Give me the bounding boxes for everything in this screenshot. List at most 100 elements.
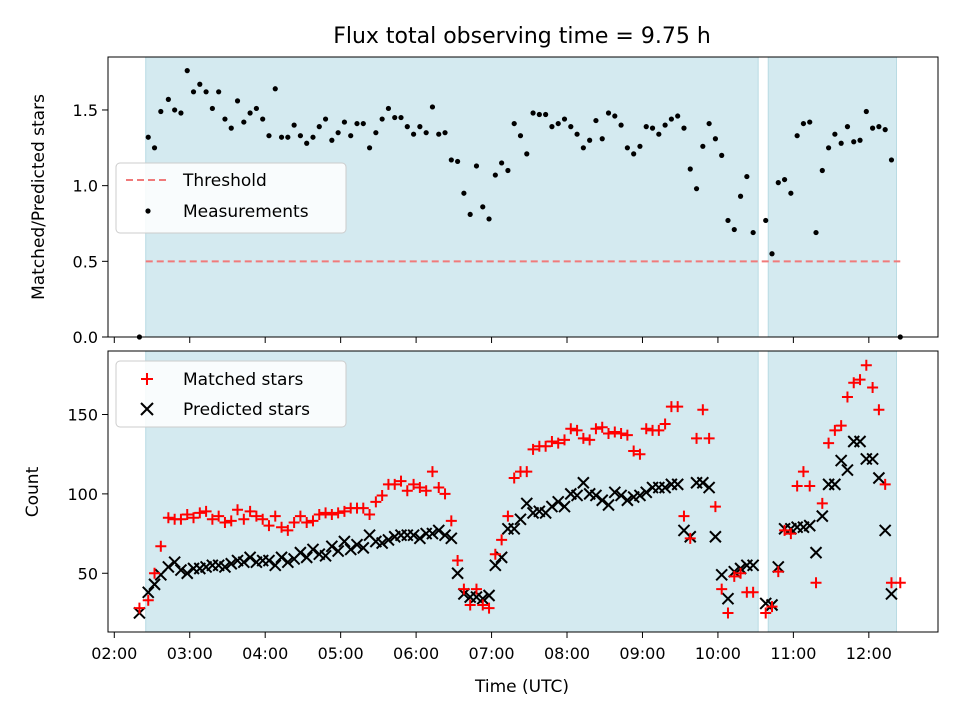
top-y-tick-label: 0.5 (73, 252, 98, 271)
predicted-star-point (432, 524, 445, 537)
legend-threshold-label: Threshold (182, 171, 267, 191)
top-chart-title: Flux total observing time = 9.75 h (333, 24, 711, 49)
matched-star-point (716, 583, 728, 595)
predicted-star-point (306, 543, 320, 556)
measurement-point (888, 157, 895, 163)
predicted-star-point (407, 528, 420, 542)
predicted-star-point (344, 543, 357, 556)
matched-star-point (684, 532, 696, 544)
matched-star-point (357, 502, 369, 514)
predicted-star-point (596, 494, 609, 507)
measurement-point (599, 136, 605, 142)
bottom-y-ticks: 50 100 150 (67, 406, 108, 583)
matched-star-point (483, 602, 495, 614)
matched-star-point (873, 404, 885, 416)
legend-matched-label: Matched stars (183, 370, 303, 390)
matched-star-point (401, 485, 413, 497)
measurement-point (700, 143, 706, 149)
legend-measurements-label: Measurements (183, 202, 309, 222)
measurement-point (304, 140, 310, 146)
measurement-point (228, 125, 234, 131)
matched-star-point (709, 501, 721, 513)
predicted-star-point (746, 559, 760, 572)
matched-star-point (779, 524, 791, 536)
predicted-star-point (721, 592, 735, 605)
measurement-point (832, 131, 838, 137)
matched-star-point (149, 567, 161, 579)
top-shaded-intervals (145, 56, 898, 338)
matched-star-point (238, 513, 250, 525)
matched-star-point (848, 377, 860, 389)
measurement-point (253, 105, 259, 112)
matched-star-point (565, 423, 577, 435)
predicted-star-point (809, 546, 823, 559)
measurement-point (392, 114, 398, 121)
matched-star-point (294, 510, 306, 522)
matched-star-point (628, 445, 640, 457)
predicted-star-point (885, 587, 898, 601)
predicted-star-point (709, 530, 722, 543)
x-tick-label: 05:00 (318, 644, 364, 663)
measurement-point (561, 116, 568, 122)
matched-star-point (263, 520, 275, 532)
measurement-point (429, 104, 436, 110)
predicted-star-point (828, 478, 842, 491)
measurement-point (417, 124, 423, 130)
predicted-star-point (715, 568, 728, 582)
measurement-point (794, 133, 800, 139)
matched-star-point (596, 421, 608, 433)
measurement-point (857, 137, 863, 143)
bottom-y-axis-label: Count (23, 466, 43, 517)
predicted-star-point (853, 435, 867, 448)
measurement-point (543, 111, 549, 118)
measurement-point (668, 116, 674, 122)
measurement-point (486, 216, 492, 222)
measurement-point (706, 120, 712, 127)
shaded-interval-1 (767, 56, 898, 338)
measurement-point (178, 110, 184, 116)
predicted-star-point (489, 559, 502, 572)
predicted-star-point (413, 532, 427, 545)
matched-star-point (181, 509, 193, 521)
measurement-point (800, 120, 807, 127)
measurement-point (687, 166, 693, 172)
measurement-point (612, 113, 618, 119)
predicted-star-point (702, 481, 716, 494)
matched-star-point (420, 485, 432, 497)
measurement-point (593, 117, 599, 124)
predicted-star-point (174, 563, 188, 577)
predicted-star-point (281, 555, 295, 569)
measurement-point (675, 113, 681, 119)
legend-measurements-swatch (145, 208, 151, 214)
matched-star-point (276, 521, 288, 533)
matched-star-point (735, 567, 747, 579)
matched-star-point (458, 583, 470, 595)
matched-star-point (527, 443, 539, 455)
matched-star-point (797, 466, 809, 478)
measurement-point (385, 105, 392, 112)
measurement-point (656, 131, 662, 137)
predicted-star-point (878, 524, 892, 537)
matched-star-point (200, 505, 212, 517)
matched-star-point (313, 509, 325, 521)
measurement-point (423, 130, 429, 136)
matched-star-point (590, 423, 602, 435)
predicted-stars-points (133, 435, 898, 620)
measurement-point (310, 134, 316, 140)
matched-star-point (728, 570, 740, 582)
measurement-point (681, 125, 687, 131)
bottom-plot-frame (107, 350, 939, 633)
predicted-star-point (621, 494, 634, 507)
matched-star-point (841, 391, 853, 403)
matched-star-point (835, 420, 847, 432)
predicted-star-point (357, 541, 370, 555)
matched-star-point (722, 607, 734, 619)
x-tick-label: 02:00 (91, 644, 137, 663)
matched-star-point (133, 602, 145, 614)
matched-star-point (175, 513, 187, 525)
predicted-star-point (507, 522, 521, 536)
measurement-point (158, 108, 164, 115)
measurement-point (322, 116, 329, 122)
top-y-axis-label: Matched/Predicted stars (29, 94, 49, 300)
matched-star-point (810, 577, 822, 589)
